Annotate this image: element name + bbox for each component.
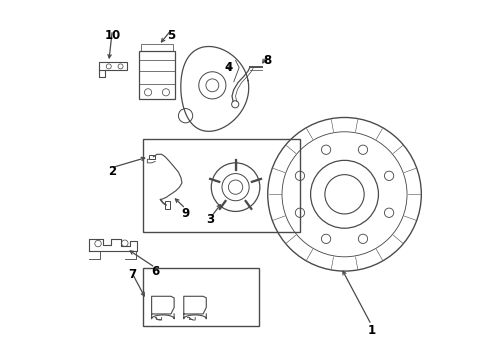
Bar: [139, 50, 175, 99]
Text: 10: 10: [104, 29, 120, 42]
Text: 3: 3: [206, 213, 214, 226]
Bar: [165, 201, 170, 208]
Text: 4: 4: [224, 61, 232, 74]
Bar: [142, 139, 299, 232]
Text: 1: 1: [366, 324, 375, 337]
Text: 5: 5: [167, 29, 175, 42]
Text: 7: 7: [128, 268, 136, 281]
Bar: [148, 155, 155, 159]
Text: 9: 9: [181, 207, 189, 220]
Text: 6: 6: [151, 265, 159, 278]
Bar: [142, 267, 258, 327]
Bar: [99, 63, 127, 70]
Bar: [141, 44, 173, 50]
Text: 2: 2: [108, 165, 116, 177]
Text: 8: 8: [263, 54, 271, 67]
